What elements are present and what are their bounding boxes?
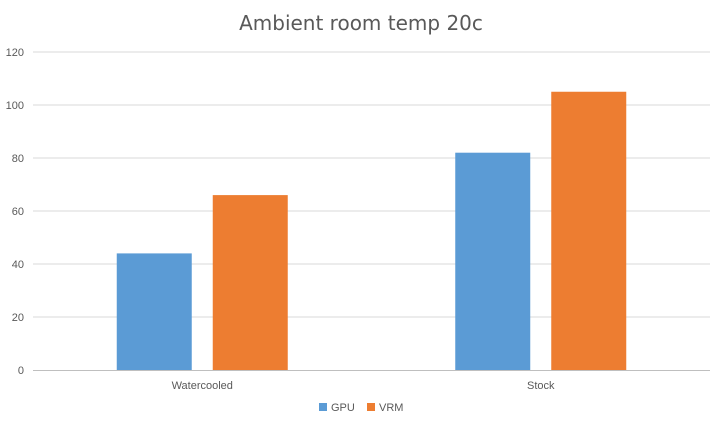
legend: GPU VRM xyxy=(319,402,403,414)
legend-item-vrm: VRM xyxy=(367,402,403,414)
bar-gpu-stock xyxy=(455,152,531,370)
legend-swatch xyxy=(319,403,327,411)
chart-title: Ambient room temp 20c xyxy=(239,11,483,35)
legend-swatch xyxy=(367,403,375,411)
y-tick-label: 20 xyxy=(12,312,24,324)
x-category-label: Stock xyxy=(527,380,555,392)
y-tick-label: 80 xyxy=(12,153,24,165)
y-axis-tick-labels: 0 20 40 60 80 100 120 xyxy=(6,47,24,377)
y-tick-label: 40 xyxy=(12,259,24,271)
legend-item-gpu: GPU xyxy=(319,402,355,414)
bar-gpu-watercooled xyxy=(116,253,192,370)
legend-label: GPU xyxy=(331,402,355,414)
bar-vrm-watercooled xyxy=(212,195,288,370)
x-axis-category-labels: Watercooled Stock xyxy=(172,380,555,392)
y-tick-label: 0 xyxy=(18,365,24,377)
x-category-label: Watercooled xyxy=(172,380,233,392)
y-tick-label: 100 xyxy=(6,100,24,112)
bars xyxy=(116,91,627,370)
bar-vrm-stock xyxy=(551,91,627,370)
y-tick-label: 60 xyxy=(12,206,24,218)
y-tick-label: 120 xyxy=(6,47,24,59)
legend-label: VRM xyxy=(379,402,403,414)
